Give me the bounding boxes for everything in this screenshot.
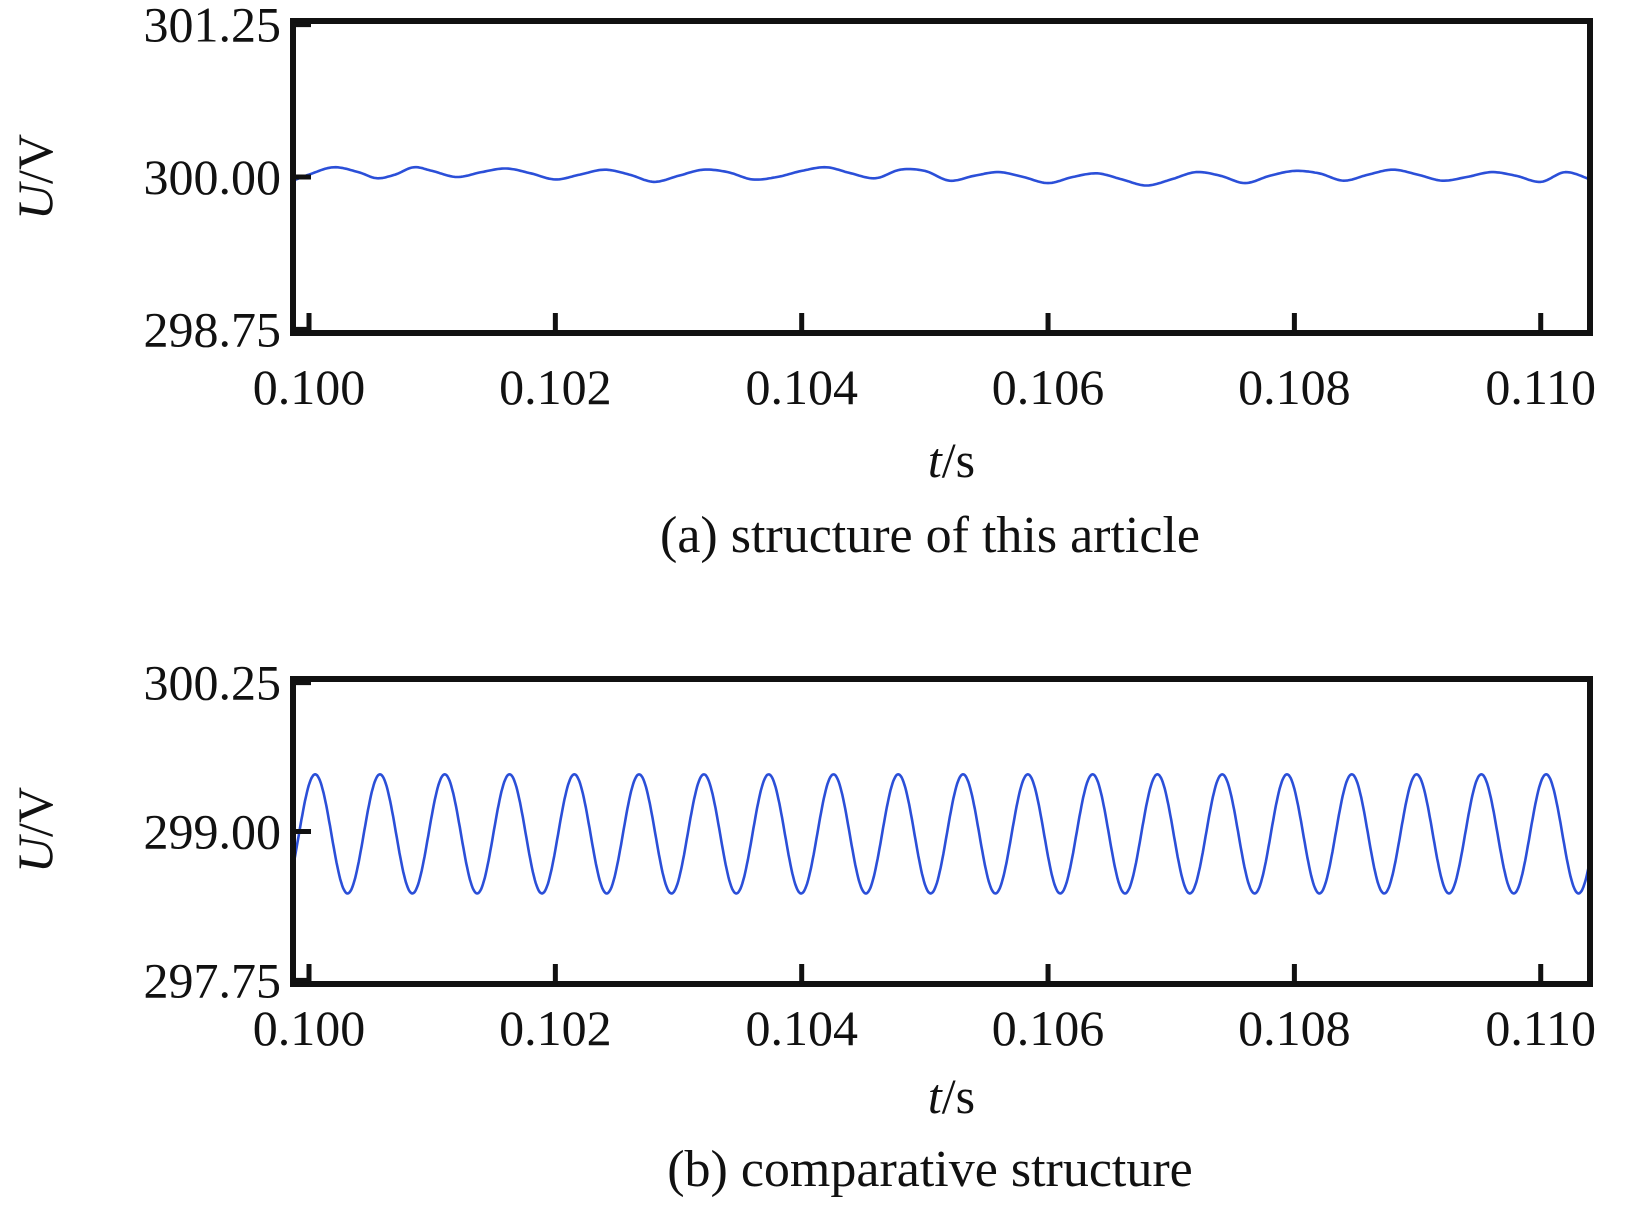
x-tick-label: 0.106 — [992, 359, 1105, 415]
x-tick-label: 0.110 — [1485, 359, 1596, 415]
x-tick-label: 0.100 — [253, 359, 366, 415]
plot-frame — [290, 676, 1593, 987]
chart-panel-b: 0.100 0.102 0.104 0.106 0.108 0.110 297.75 299.… — [7, 655, 1596, 1198]
y-tick-label: 301.25 — [144, 0, 282, 53]
x-tick-label: 0.102 — [499, 1000, 612, 1056]
chart-panel-a: 0.100 0.102 0.104 0.106 0.108 0.110 298.75 300.… — [7, 0, 1596, 564]
x-tick-label: 0.108 — [1238, 1000, 1351, 1056]
x-tick-label: 0.104 — [745, 359, 858, 415]
y-tick-label: 299.00 — [144, 804, 282, 860]
x-tick-label: 0.100 — [253, 1000, 366, 1056]
x-axis-title: t/s — [928, 1068, 975, 1124]
y-tick-label: 298.75 — [144, 301, 282, 357]
x-axis-title: t/s — [928, 432, 975, 488]
y-tick-label: 297.75 — [144, 952, 282, 1008]
y-axis-title: U/V — [7, 134, 63, 220]
x-tick-label: 0.108 — [1238, 359, 1351, 415]
x-tick-label: 0.110 — [1485, 1000, 1596, 1056]
y-axis-title: U/V — [7, 787, 63, 873]
series-line — [291, 773, 1592, 895]
y-tick-label: 300.00 — [144, 149, 282, 205]
x-tick-label: 0.106 — [992, 1000, 1105, 1056]
x-tick-label: 0.104 — [745, 1000, 858, 1056]
panel-caption: (a) structure of this article — [660, 507, 1200, 564]
y-tick-label: 300.25 — [144, 655, 282, 711]
x-tick-label: 0.102 — [499, 359, 612, 415]
series-line — [292, 165, 1591, 187]
panel-caption: (b) comparative structure — [667, 1141, 1193, 1198]
